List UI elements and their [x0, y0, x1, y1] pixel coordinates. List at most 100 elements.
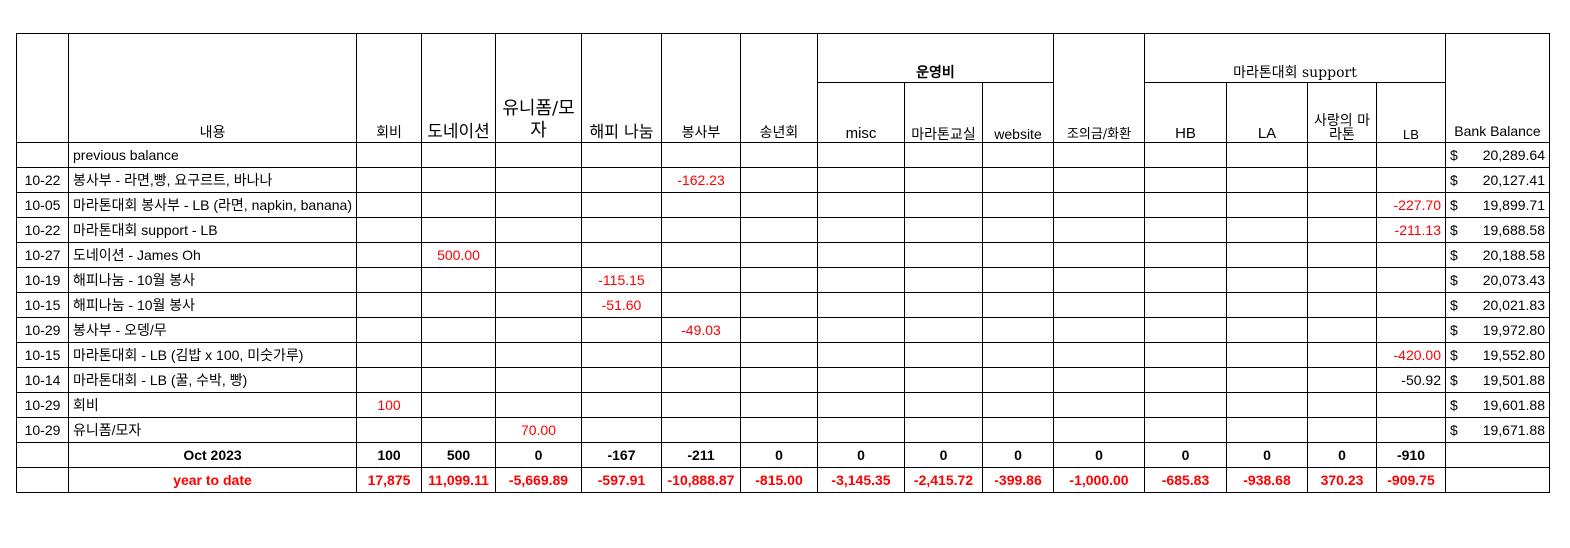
ytd-value: 11,099.11 — [421, 467, 496, 493]
row-desc: 봉사부 - 오뎅/무 — [68, 317, 357, 343]
balance-amount: 20,073.43 — [1482, 272, 1545, 288]
row-condolence — [1053, 417, 1145, 443]
row-ops-0 — [661, 417, 741, 443]
summary-value: 0 — [495, 442, 582, 468]
row-marathon-0 — [1144, 392, 1227, 418]
row-uniform — [495, 342, 582, 368]
balance-currency: $ — [1450, 322, 1458, 338]
row-desc: 유니폼/모자 — [68, 417, 357, 443]
summary-value: 0 — [1226, 442, 1308, 468]
row-donation — [421, 317, 496, 343]
row-uniform — [495, 267, 582, 293]
year-to-date-row: year to date 17,875 11,099.11 -5,669.89 -597… — [16, 467, 1550, 493]
row-desc: 도네이션 - James Oh — [68, 242, 357, 268]
balance-amount: 20,021.83 — [1482, 297, 1545, 313]
row-marathon-2 — [1307, 192, 1377, 218]
row-marathon-0 — [1144, 292, 1227, 318]
row-donation — [421, 417, 496, 443]
row-condolence — [1053, 167, 1145, 193]
balance-wrap: $20,021.83 — [1450, 297, 1545, 313]
row-donation — [421, 367, 496, 393]
balance-amount: 20,289.64 — [1482, 147, 1545, 163]
row-date: 10-29 — [16, 392, 69, 418]
row-ops-2 — [817, 292, 905, 318]
row-happy — [581, 392, 662, 418]
row-ops-1 — [740, 367, 818, 393]
ledger-row: 10-19 해피나눔 - 10월 봉사 -115.15 $20,073.43 — [16, 267, 1550, 293]
row-bank-balance: $19,671.88 — [1445, 417, 1550, 443]
row-marathon-2 — [1307, 292, 1377, 318]
balance-wrap: $19,501.88 — [1450, 372, 1545, 388]
row-marathon-3 — [1376, 142, 1446, 168]
row-marathon-2 — [1307, 217, 1377, 243]
ledger-row: previous balance $20,289.64 — [16, 142, 1550, 168]
row-bank-balance: $20,289.64 — [1445, 142, 1550, 168]
row-marathon-1 — [1226, 367, 1308, 393]
balance-currency: $ — [1450, 372, 1458, 388]
row-condolence — [1053, 142, 1145, 168]
row-ops-4 — [982, 417, 1054, 443]
row-marathon-3 — [1376, 242, 1446, 268]
row-bank-balance: $19,899.71 — [1445, 192, 1550, 218]
row-uniform — [495, 217, 582, 243]
header-blank-2 — [740, 33, 818, 83]
balance-wrap: $19,972.80 — [1450, 322, 1545, 338]
row-ops-4 — [982, 292, 1054, 318]
row-marathon-2 — [1307, 242, 1377, 268]
row-marathon-1 — [1226, 417, 1308, 443]
row-ops-1 — [740, 142, 818, 168]
row-ops-4 — [982, 192, 1054, 218]
row-membership — [356, 142, 422, 168]
balance-currency: $ — [1450, 272, 1458, 288]
summary-value: 0 — [904, 442, 983, 468]
balance-amount: 20,188.58 — [1482, 247, 1545, 263]
row-desc: 마라톤대회 - LB (김밥 x 100, 미숫가루) — [68, 342, 357, 368]
balance-amount: 19,501.88 — [1482, 372, 1545, 388]
row-marathon-2 — [1307, 142, 1377, 168]
row-ops-0 — [661, 392, 741, 418]
row-date: 10-15 — [16, 342, 69, 368]
row-ops-1 — [740, 342, 818, 368]
row-date: 10-22 — [16, 167, 69, 193]
row-happy: -115.15 — [581, 267, 662, 293]
row-happy: -51.60 — [581, 292, 662, 318]
balance-wrap: $19,552.80 — [1450, 347, 1545, 363]
ledger-row: 10-15 해피나눔 - 10월 봉사 -51.60 $20,021.83 — [16, 292, 1550, 318]
row-ops-0: -162.23 — [661, 167, 741, 193]
row-donation — [421, 342, 496, 368]
row-condolence — [1053, 267, 1145, 293]
row-ops-0 — [661, 242, 741, 268]
row-ops-2 — [817, 417, 905, 443]
row-membership — [356, 242, 422, 268]
row-ops-4 — [982, 242, 1054, 268]
row-ops-4 — [982, 317, 1054, 343]
balance-wrap: $20,188.58 — [1450, 247, 1545, 263]
row-marathon-3: -211.13 — [1376, 217, 1446, 243]
header-desc: 내용 — [68, 33, 357, 143]
balance-currency: $ — [1450, 297, 1458, 313]
balance-wrap: $19,688.58 — [1450, 222, 1545, 238]
row-condolence — [1053, 192, 1145, 218]
row-membership — [356, 167, 422, 193]
row-marathon-1 — [1226, 292, 1308, 318]
row-ops-2 — [817, 217, 905, 243]
row-happy — [581, 217, 662, 243]
row-ops-1 — [740, 267, 818, 293]
header-uniform: 유니폼/모자 — [495, 33, 582, 143]
summary-value: -167 — [581, 442, 662, 468]
row-ops-0 — [661, 367, 741, 393]
balance-amount: 19,972.80 — [1482, 322, 1545, 338]
row-uniform — [495, 292, 582, 318]
row-ops-4 — [982, 267, 1054, 293]
row-membership — [356, 292, 422, 318]
row-date: 10-29 — [16, 417, 69, 443]
row-membership — [356, 417, 422, 443]
ytd-value: -5,669.89 — [495, 467, 582, 493]
header-marathon-la: LA — [1226, 82, 1308, 143]
header-row-cols: 봉사부 송년회 misc 마라톤교실 website HB LA 사랑의 마라톤… — [17, 82, 1550, 143]
row-bank-balance: $19,688.58 — [1445, 217, 1550, 243]
row-marathon-1 — [1226, 392, 1308, 418]
ledger-row: 10-14 마라톤대회 - LB (꿀, 수박, 빵) -50.92 $19,501.… — [16, 367, 1550, 393]
row-ops-3 — [904, 242, 983, 268]
header-happy: 해피 나눔 — [581, 33, 662, 143]
